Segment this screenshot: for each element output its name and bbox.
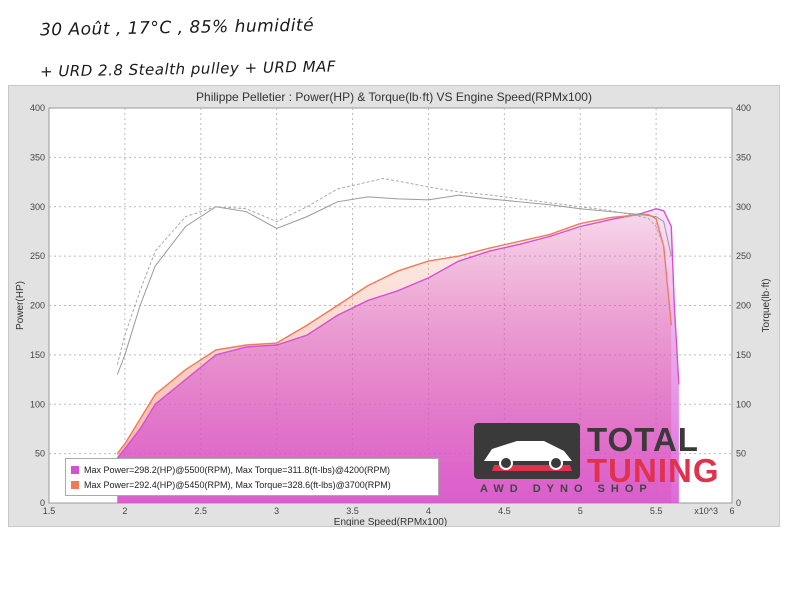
handwritten-conditions-note: 30 Août , 17°C , 85% humidité [39,15,315,41]
y-tick-label-right: 100 [736,399,751,409]
x-tick-label: 2 [122,506,127,516]
y-tick-label-left: 0 [40,498,45,508]
y-tick-label-right: 300 [736,202,751,212]
x-tick-label: 3 [274,506,279,516]
legend-swatch-run2 [71,480,79,489]
torque-line-run2 [116,177,665,365]
x-tick-label: 4.5 [498,506,511,516]
total-tuning-logo: TOTAL TUNING AWD DYNO SHOP [472,419,737,499]
x-tick-label: 3.5 [346,506,359,516]
y-axis-label-right: Torque(lb·ft) [761,279,772,333]
y-tick-label-left: 100 [30,399,45,409]
legend-swatch-run1 [71,465,79,474]
y-tick-label-right: 150 [736,350,751,360]
y-tick-label-right: 200 [736,301,751,311]
legend-text-run2: Max Power=292.4(HP)@5450(RPM), Max Torqu… [84,479,391,490]
chart-title: Philippe Pelletier : Power(HP) & Torque(… [196,90,592,104]
x-tick-label: 1.5 [43,506,56,516]
car-icon [474,423,580,479]
legend-text-run1: Max Power=298.2(HP)@5500(RPM), Max Torqu… [84,464,391,475]
x-axis-label: Engine Speed(RPMx100) [334,517,447,526]
y-tick-label-left: 200 [30,301,45,311]
legend-entry-run1: Max Power=298.2(HP)@5500(RPM), Max Torqu… [71,462,433,477]
y-tick-label-left: 50 [35,449,45,459]
x-tick-label: 4 [426,506,431,516]
y-tick-label-left: 300 [30,202,45,212]
y-tick-label-left: 400 [30,103,45,113]
y-tick-label-right: 400 [736,103,751,113]
handwritten-mods-note: + URD 2.8 Stealth pulley + URD MAF [39,57,337,81]
logo-subtitle: AWD DYNO SHOP [480,483,653,495]
y-axis-label-left: Power(HP) [15,281,26,330]
x-tick-label: 2.5 [195,506,208,516]
y-tick-label-right: 250 [736,251,751,261]
logo-text-total: TOTAL [587,421,699,458]
y-tick-label-right: 350 [736,152,751,162]
x-tick-label: 5 [578,506,583,516]
y-tick-label-left: 250 [30,251,45,261]
y-tick-label-left: 350 [30,152,45,162]
legend-entry-run2: Max Power=292.4(HP)@5450(RPM), Max Torqu… [71,477,433,492]
x-axis-multiplier: x10^3 [694,506,718,516]
logo-text-tuning: TUNING [587,452,720,489]
x-tick-label: 6 [729,506,734,516]
legend: Max Power=298.2(HP)@5500(RPM), Max Torqu… [65,458,439,496]
y-tick-label-right: 0 [736,498,741,508]
power-line-run1 [116,207,680,459]
x-tick-label: 5.5 [650,506,663,516]
y-tick-label-right: 50 [736,449,746,459]
dyno-chart: Philippe Pelletier : Power(HP) & Torque(… [8,85,780,527]
y-tick-label-left: 150 [30,350,45,360]
